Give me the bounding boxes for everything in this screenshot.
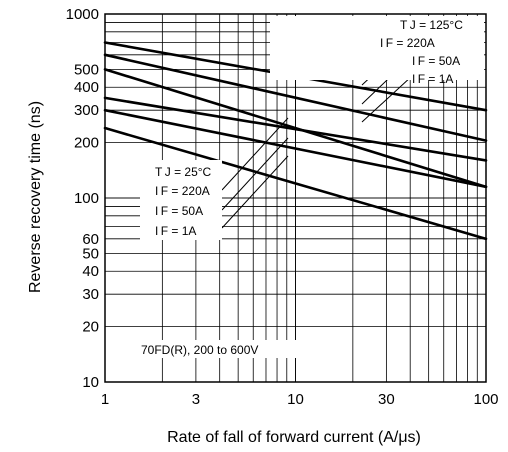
x-tick-label: 10 xyxy=(287,391,304,408)
legend-125-item-50a: I F = 50A xyxy=(412,54,460,68)
note-bg xyxy=(138,340,310,358)
y-tick-label: 200 xyxy=(74,135,99,152)
x-tick-label: 3 xyxy=(192,391,200,408)
series-line xyxy=(103,108,488,189)
callout-leader xyxy=(221,117,289,191)
x-tick-label: 30 xyxy=(378,391,395,408)
legend-125-temp: T J = 125°C xyxy=(400,18,463,32)
legend-125-item-1a: I F = 1A xyxy=(412,72,453,86)
y-tick-label: 50 xyxy=(82,245,99,262)
x-axis-label: Rate of fall of forward current (A/μs) xyxy=(167,429,421,446)
legend-25-bg xyxy=(140,160,222,240)
legend-125-bg xyxy=(270,16,484,80)
x-tick-labels: 1 3 10 30 100 xyxy=(101,391,499,408)
callout-leader xyxy=(221,137,289,211)
legend-125-item-220a: I F = 220A xyxy=(380,36,435,50)
y-tick-label: 400 xyxy=(74,79,99,96)
series-line xyxy=(103,53,488,142)
series-lines xyxy=(103,41,488,241)
y-tick-label: 60 xyxy=(82,231,99,248)
y-tick-label: 30 xyxy=(82,286,99,303)
x-tick-label: 100 xyxy=(473,391,498,408)
legend-25-item-220a: I F = 220A xyxy=(155,184,210,198)
y-axis-label: Reverse recovery time (ns) xyxy=(27,101,44,293)
y-tick-label: 100 xyxy=(74,190,99,207)
y-tick-label: 300 xyxy=(74,102,99,119)
y-tick-label: 1000 xyxy=(66,6,99,23)
legend-25-item-50a: I F = 50A xyxy=(155,204,203,218)
device-note: 70FD(R), 200 to 600V xyxy=(141,343,258,357)
legend-25-temp: T J = 25°C xyxy=(155,165,212,179)
series-line xyxy=(103,126,488,241)
legend-25-item-1a: I F = 1A xyxy=(155,224,196,238)
y-tick-label: 40 xyxy=(82,263,99,280)
x-tick-label: 1 xyxy=(101,391,109,408)
y-tick-label: 10 xyxy=(82,374,99,391)
callout-leader xyxy=(361,75,413,123)
plot-frame xyxy=(104,13,487,383)
y-tick-label: 500 xyxy=(74,61,99,78)
callout-leader xyxy=(221,155,289,229)
series-line xyxy=(103,96,488,162)
y-tick-label: 20 xyxy=(82,319,99,336)
